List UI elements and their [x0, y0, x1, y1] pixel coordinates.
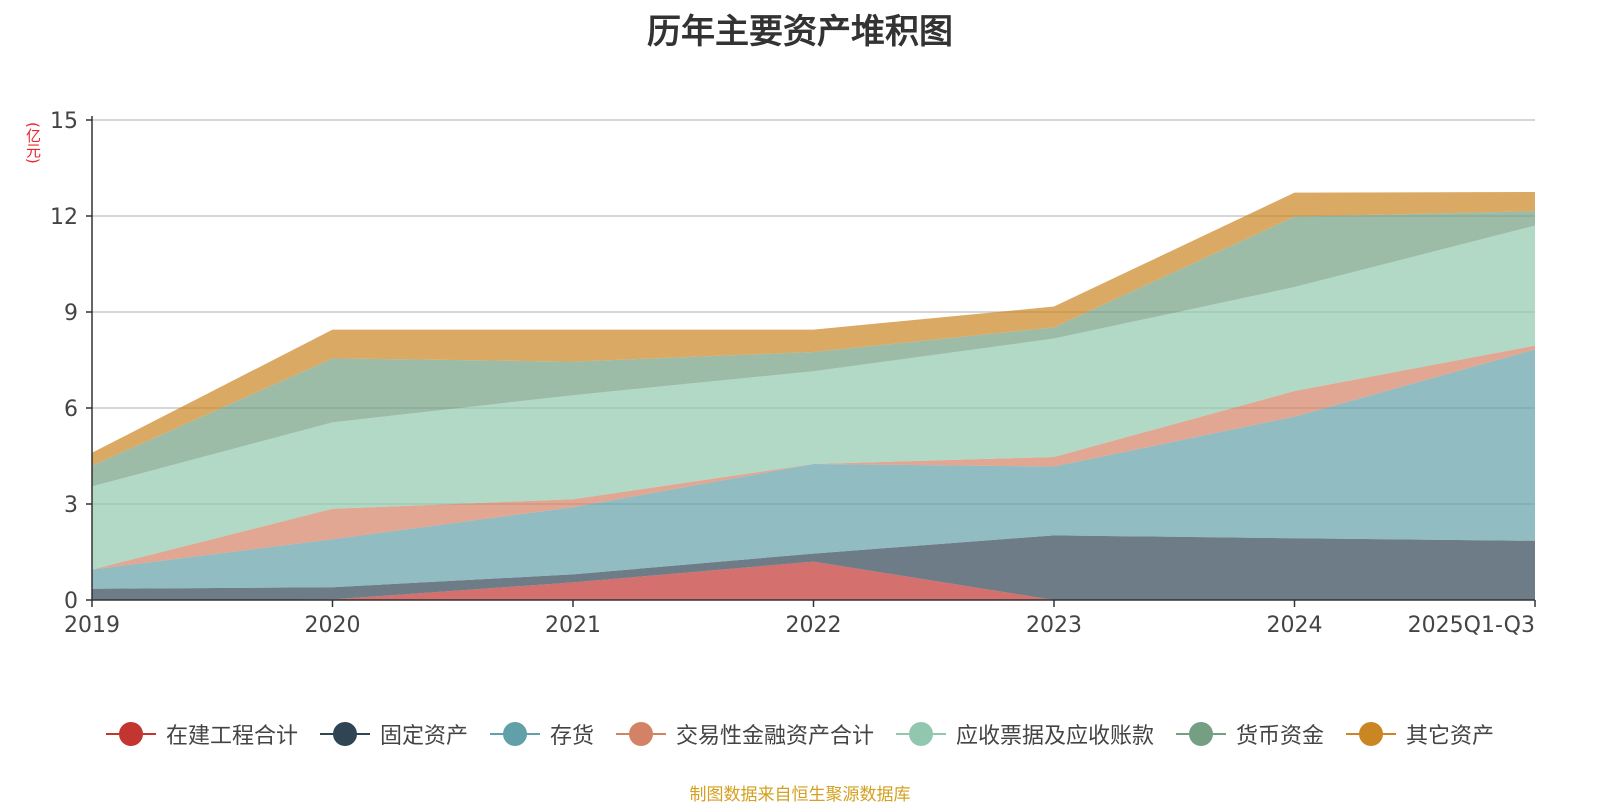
legend-label: 存货 — [549, 724, 594, 749]
legend: 在建工程合计 固定资产 存货 交易性金融资产合计 应收票据及应收账款 货币资金 其它资产 — [0, 718, 1600, 750]
x-tick-label: 2024 — [1267, 613, 1323, 638]
legend-item[interactable]: 货币资金 — [1176, 718, 1324, 750]
legend-marker-icon — [319, 722, 370, 746]
legend-marker-icon — [105, 722, 156, 746]
legend-marker-icon — [1176, 722, 1227, 746]
legend-marker-icon — [896, 722, 946, 746]
x-tick-label: 2021 — [545, 613, 601, 638]
area-交易性金融资产合计 — [92, 345, 1535, 570]
area-其它资产 — [92, 192, 1535, 466]
area-货币资金 — [92, 211, 1535, 487]
legend-label: 其它资产 — [1406, 724, 1495, 749]
y-tick-label: 9 — [64, 301, 78, 326]
y-tick-label: 6 — [64, 397, 78, 422]
y-tick-label: 15 — [50, 109, 78, 134]
x-tick-label: 2025Q1-Q3 — [1408, 613, 1535, 638]
legend-marker-icon — [615, 722, 666, 746]
area-固定资产 — [92, 535, 1535, 600]
stacked-areas — [92, 192, 1535, 600]
area-应收票据及应收账款 — [92, 225, 1535, 570]
y-tick-label: 12 — [50, 205, 78, 230]
legend-item[interactable]: 在建工程合计 — [105, 718, 298, 750]
y-axis-unit: (亿元) — [24, 122, 42, 164]
y-tick-label: 3 — [64, 493, 78, 518]
x-tick-label: 2019 — [64, 613, 120, 638]
chart-title: 历年主要资产堆积图 — [647, 12, 953, 52]
legend-label: 应收票据及应收账款 — [956, 724, 1155, 749]
source-note: 制图数据来自恒生聚源数据库 — [689, 785, 911, 805]
legend-item[interactable]: 固定资产 — [319, 718, 468, 750]
x-tick-label: 2023 — [1026, 613, 1082, 638]
area-存货 — [92, 349, 1535, 589]
legend-marker-icon — [1346, 722, 1397, 746]
x-tick-label: 2020 — [305, 613, 361, 638]
y-tick-label: 0 — [64, 589, 78, 614]
legend-item[interactable]: 其它资产 — [1346, 718, 1494, 750]
legend-label: 固定资产 — [379, 724, 468, 749]
legend-item[interactable]: 应收票据及应收账款 — [896, 718, 1154, 750]
area-在建工程合计 — [92, 561, 1535, 600]
x-tick-label: 2022 — [786, 613, 842, 638]
legend-item[interactable]: 存货 — [489, 718, 594, 750]
legend-marker-icon — [489, 722, 540, 746]
legend-label: 在建工程合计 — [165, 724, 298, 749]
legend-item[interactable]: 交易性金融资产合计 — [615, 718, 874, 750]
legend-label: 交易性金融资产合计 — [675, 724, 874, 749]
axes: 0 3 6 9 12 15 2019 2020 2021 2022 2023 2024 2025Q1-Q… — [50, 109, 1536, 638]
legend-label: 货币资金 — [1236, 724, 1325, 749]
